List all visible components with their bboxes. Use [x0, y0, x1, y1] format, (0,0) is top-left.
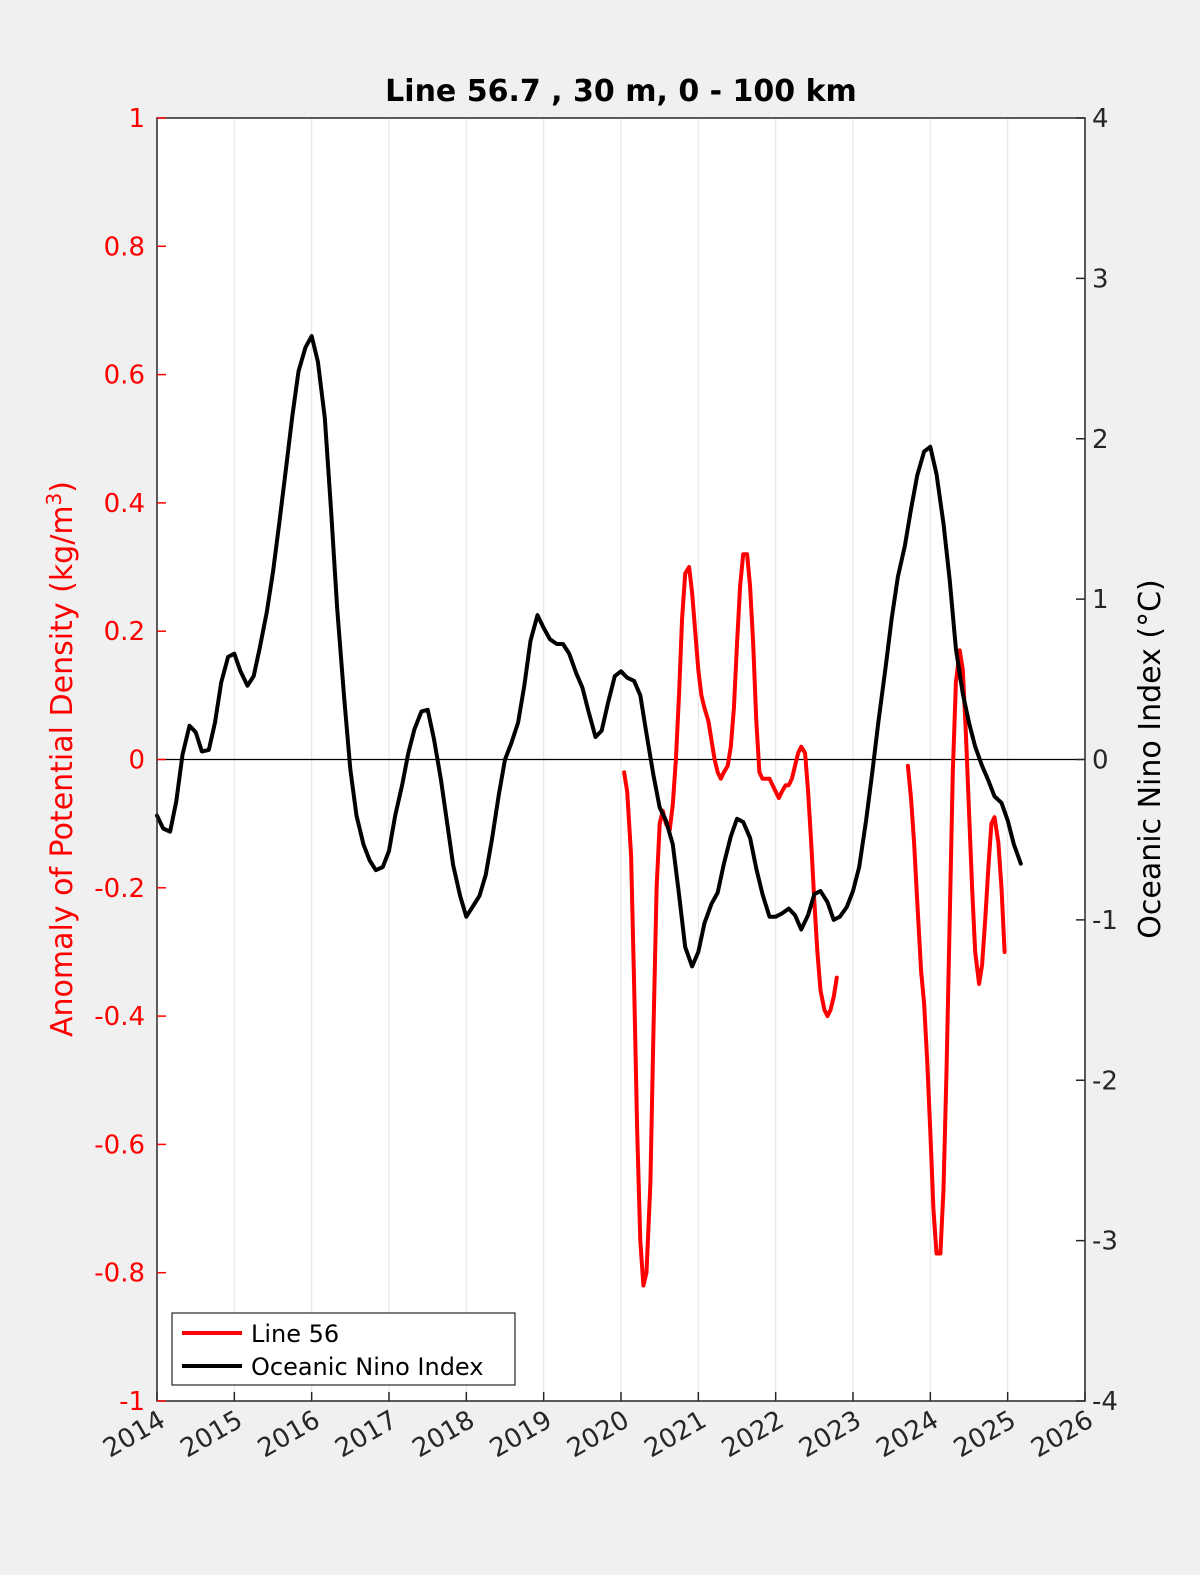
y-left-tick-label: -0.8: [94, 1259, 145, 1289]
y-left-axis-label-close: ): [45, 481, 80, 493]
series-oceanic-nino-index: [155, 334, 1023, 969]
series-line-56: [622, 552, 839, 1288]
y-left-tick-label: -1: [119, 1387, 145, 1417]
y-left-tick-label: 0.2: [104, 617, 145, 647]
y-right-tick-label: 3: [1092, 264, 1109, 294]
y-right-tick-label: 4: [1092, 104, 1109, 134]
y-left-axis-label-sup: 3: [42, 493, 66, 506]
y-right-tick-label: 0: [1092, 746, 1109, 776]
y-left-tick-label: -0.2: [94, 874, 145, 904]
y-left-axis-label: Anomaly of Potential Density (kg/m3): [42, 481, 80, 1037]
legend-box: [171, 1312, 516, 1386]
y-right-tick-label: -3: [1092, 1227, 1118, 1257]
y-left-tick-label: 0: [128, 746, 145, 776]
series-line-56: [905, 648, 1007, 1256]
y-left-axis-label-main: Anomaly of Potential Density (kg/m: [45, 505, 80, 1037]
y-left-tick-label: -0.6: [94, 1130, 145, 1160]
y-left-tick-label: 0.8: [104, 232, 145, 262]
y-right-axis-label: Oceanic Nino Index (°C): [1133, 579, 1168, 939]
y-right-tick-label: 1: [1092, 585, 1109, 615]
y-left-tick-label: 0.4: [104, 489, 145, 519]
y-right-tick-label: -2: [1092, 1066, 1118, 1096]
ticks: [156, 117, 1086, 1402]
legend-label-oni: Oceanic Nino Index: [251, 1353, 483, 1381]
y-right-tick-label: -1: [1092, 906, 1118, 936]
y-left-tick-label: 0.6: [104, 361, 145, 391]
y-right-tick-label: -4: [1092, 1387, 1118, 1417]
y-right-tick-labels: 4 3 2 1 0 -1 -2 -3 -4: [1092, 104, 1118, 1417]
y-left-tick-labels: 1 0.8 0.6 0.4 0.2 0 -0.2 -0.4 -0.6 -0.8 -1: [94, 104, 145, 1417]
legend-label-line-56: Line 56: [251, 1320, 339, 1348]
chart-title: Line 56.7 , 30 m, 0 - 100 km: [385, 74, 857, 109]
y-left-tick-label: 1: [128, 104, 145, 134]
y-right-tick-label: 2: [1092, 425, 1109, 455]
series-group: [155, 334, 1023, 1288]
legend: Line 56 Oceanic Nino Index: [171, 1312, 516, 1386]
y-left-tick-label: -0.4: [94, 1002, 145, 1032]
